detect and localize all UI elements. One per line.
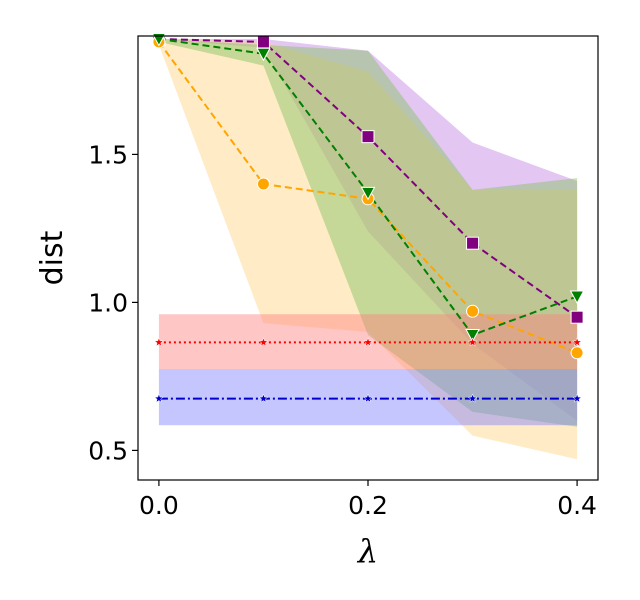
point-series-3-0 [153,337,164,347]
x-axis-ticks: 0.0 0.2 0.4 [139,480,597,520]
point-series-4-4 [572,393,583,403]
point-series-1-4 [570,346,584,360]
series-markers [151,32,585,403]
y-tick-label-0: 0.5 [88,436,128,465]
point-series-0-3 [466,236,480,250]
point-series-3-2 [363,337,373,347]
point-series-3-4 [572,337,583,347]
point-series-4-2 [363,393,373,403]
point-series-2-4 [569,290,585,305]
x-tick-label-2: 0.4 [557,491,597,520]
y-tick-label-2: 1.5 [88,140,128,169]
x-axis-label: λ [356,532,378,570]
x-tick-label-1: 0.2 [348,491,388,520]
point-series-4-1 [258,393,269,403]
point-series-0-2 [361,130,375,144]
point-series-4-0 [153,393,164,403]
y-axis-label: dist [35,230,70,285]
point-series-3-3 [467,337,478,347]
y-axis-ticks: 0.5 1.0 1.5 [88,140,138,465]
x-tick-label-0: 0.0 [139,491,179,520]
point-series-1-3 [466,304,480,318]
y-tick-label-1: 1.0 [88,288,128,317]
band-series-1 [158,38,578,460]
band-series-0 [158,38,578,421]
point-series-0-4 [570,310,584,324]
point-series-1-1 [256,177,270,191]
point-series-0-1 [256,35,270,49]
point-series-2-2 [360,186,376,201]
point-series-4-3 [467,393,478,403]
point-series-3-1 [258,337,269,347]
point-series-2-1 [256,47,271,62]
point-series-2-3 [465,328,480,343]
